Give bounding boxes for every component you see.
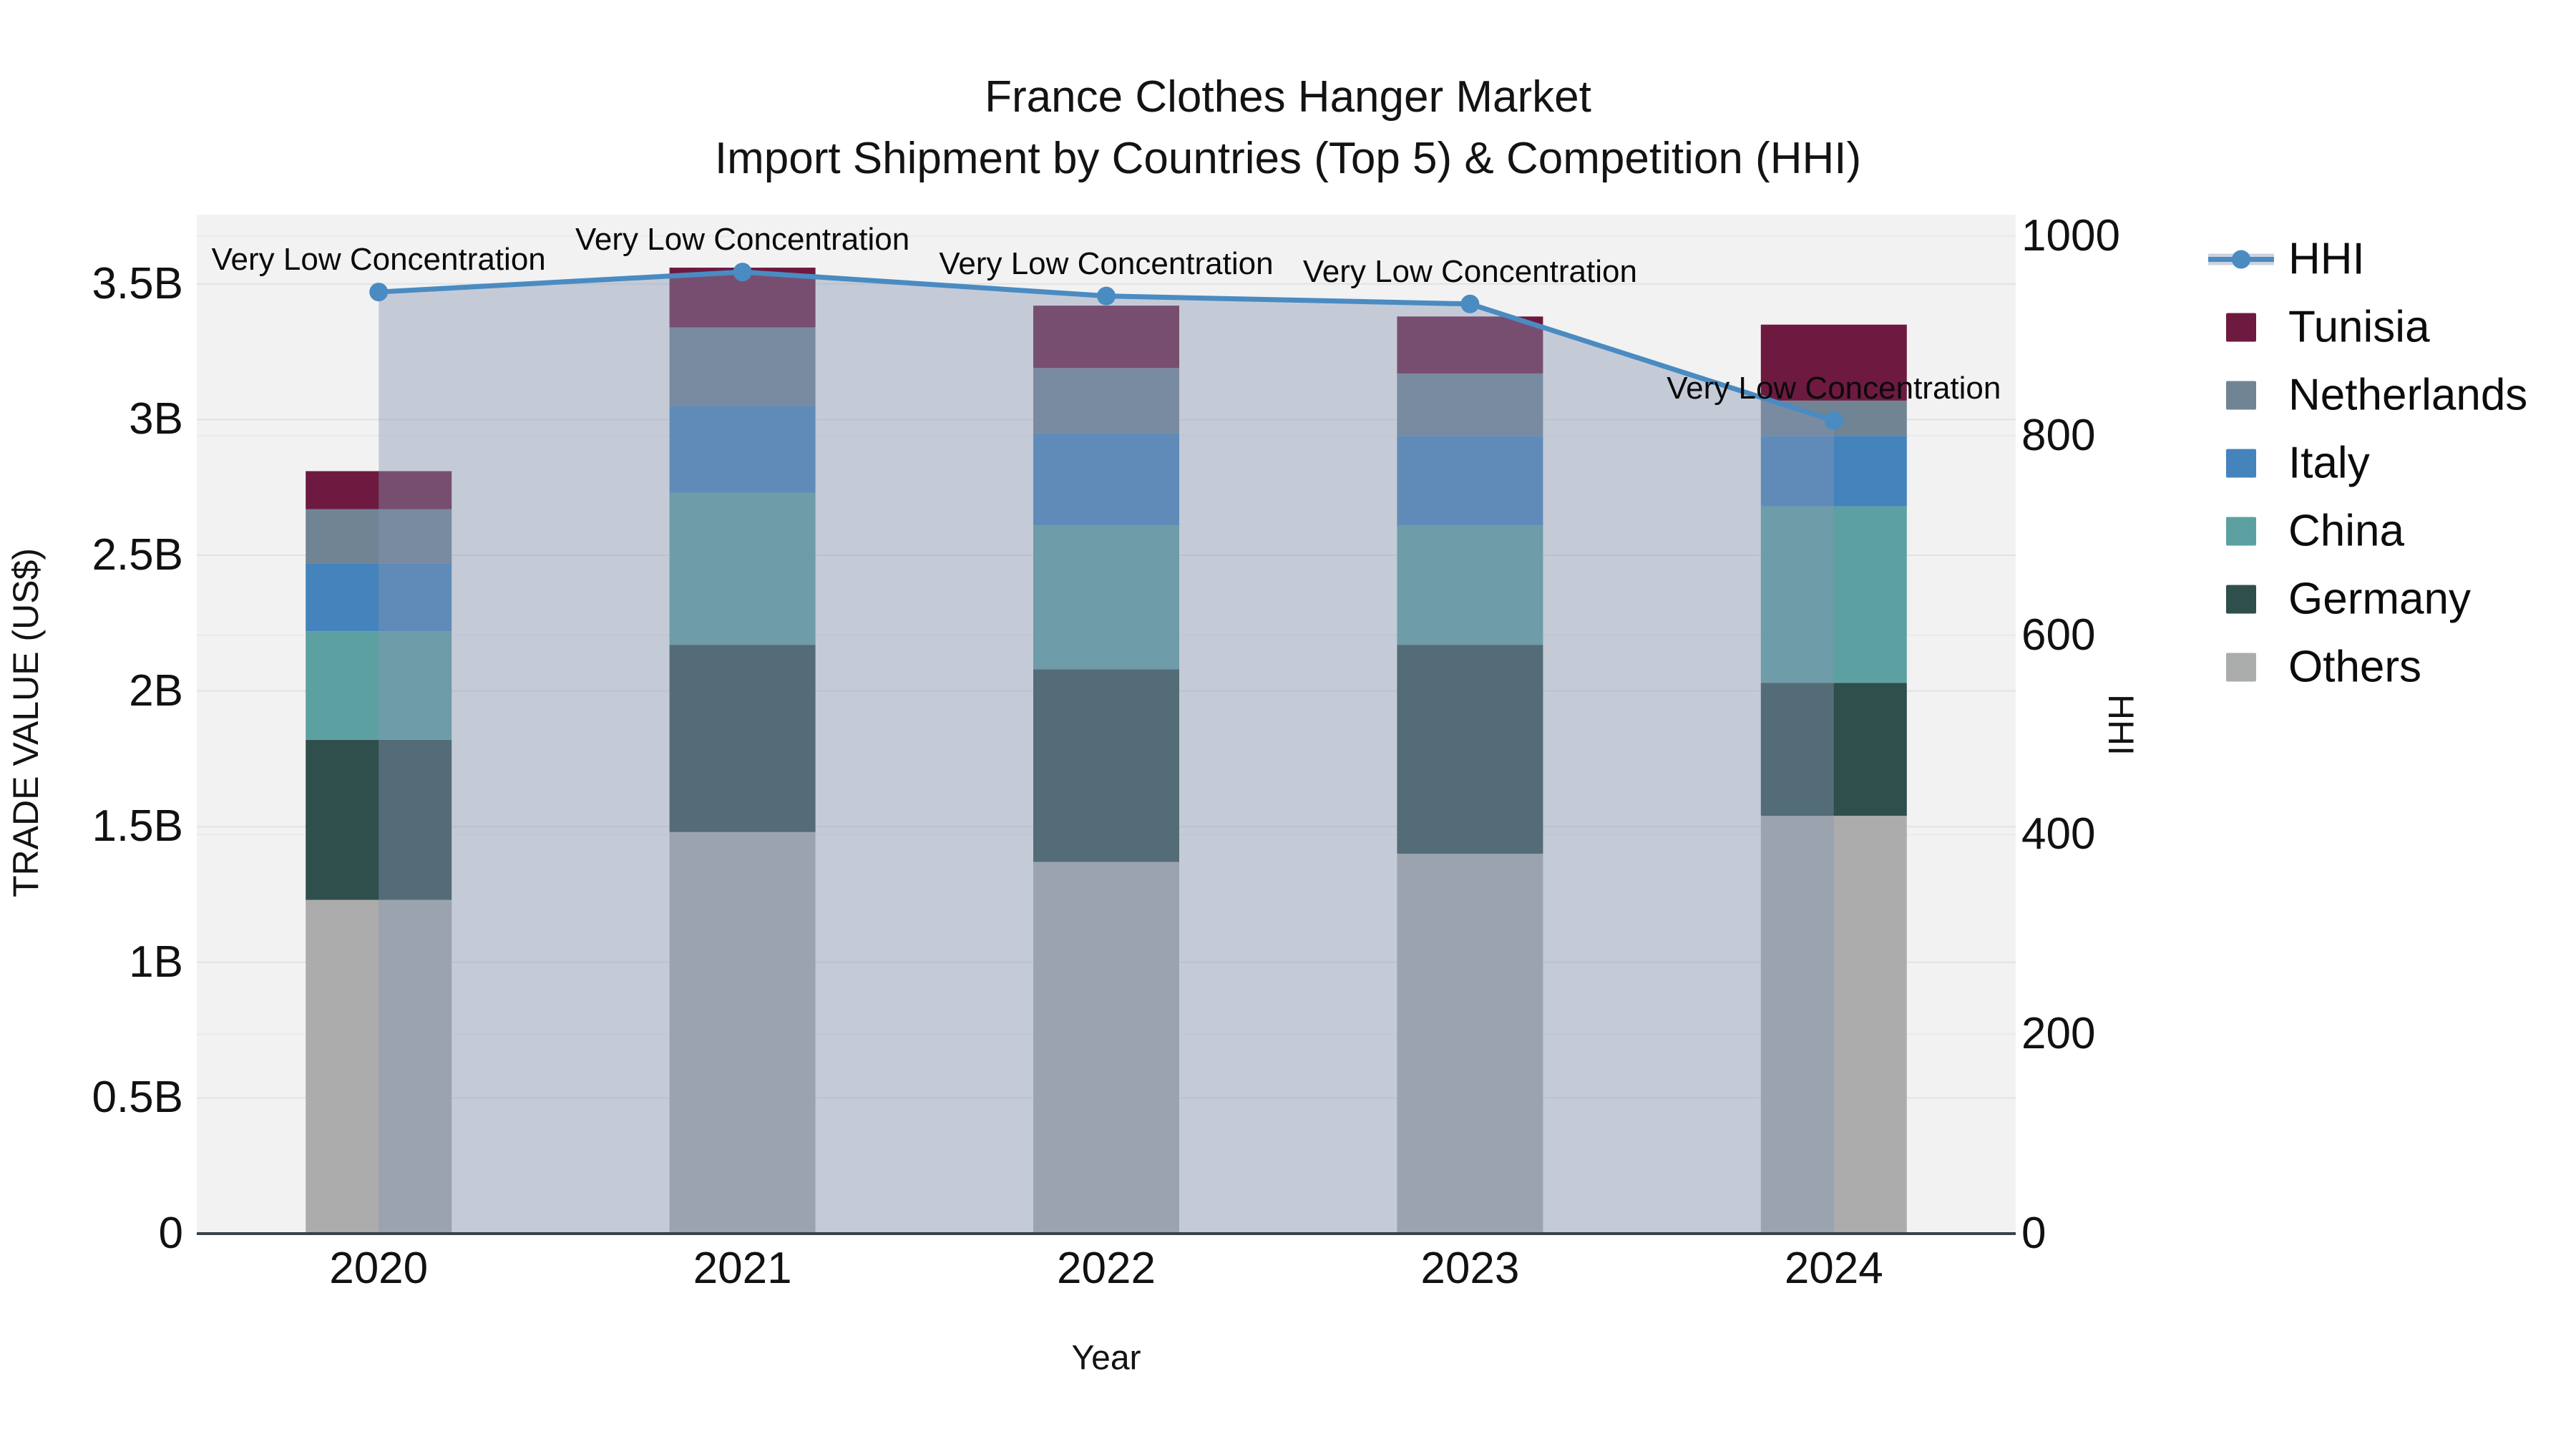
- hhi-marker-2020[interactable]: [369, 283, 389, 302]
- legend-item-others[interactable]: Others: [2208, 642, 2421, 693]
- bar-2021-china[interactable]: [669, 492, 816, 645]
- tunisia-color-swatch: [2226, 313, 2256, 341]
- hhi-marker-2023[interactable]: [1460, 294, 1480, 313]
- germany-color-swatch: [2226, 585, 2256, 613]
- left-axis-tick-3B: 3B: [129, 394, 183, 444]
- bar-2023-others[interactable]: [1397, 854, 1543, 1234]
- bar-2022-tunisia[interactable]: [1033, 306, 1179, 369]
- right-axis-title: HHI: [2101, 693, 2141, 756]
- legend-label-others: Others: [2288, 642, 2422, 692]
- x-axis-title: Year: [1071, 1339, 1141, 1377]
- tunisia-swatch-icon: [2208, 311, 2274, 343]
- legend-label-germany: Germany: [2288, 574, 2471, 624]
- right-axis-tick-0: 0: [2021, 1209, 2046, 1258]
- italy-swatch-icon: [2208, 447, 2274, 479]
- bar-2020-others[interactable]: [306, 899, 452, 1234]
- x-tick-2020: 2020: [329, 1244, 429, 1293]
- bar-2020-netherlands[interactable]: [306, 509, 452, 564]
- x-tick-2022: 2022: [1057, 1244, 1156, 1293]
- hhi-area: [379, 272, 1834, 1234]
- china-swatch-icon: [2208, 515, 2274, 547]
- legend-label-netherlands: Netherlands: [2288, 370, 2528, 420]
- hhi-marker-dot: [2232, 250, 2250, 268]
- bar-2021-italy[interactable]: [669, 406, 816, 493]
- germany-swatch-icon: [2208, 583, 2274, 615]
- china-color-swatch: [2226, 517, 2256, 545]
- left-axis-tick-1B: 1B: [129, 937, 183, 987]
- x-tick-2024: 2024: [1784, 1244, 1883, 1293]
- legend-item-netherlands[interactable]: Netherlands: [2208, 370, 2527, 421]
- legend-label-tunisia: Tunisia: [2288, 302, 2430, 352]
- chart-title-line1: France Clothes Hanger Market: [985, 72, 1591, 122]
- left-axis-tick-1.5B: 1.5B: [92, 801, 183, 852]
- hhi-marker-2021[interactable]: [733, 263, 752, 282]
- others-color-swatch: [2226, 653, 2256, 681]
- legend-item-china[interactable]: China: [2208, 506, 2404, 557]
- right-axis-tick-800: 800: [2021, 410, 2096, 460]
- annotation-2023: Very Low Concentration: [1302, 253, 1637, 289]
- italy-color-swatch: [2226, 449, 2256, 477]
- legend-item-hhi[interactable]: HHI: [2208, 234, 2365, 285]
- bar-2024-others[interactable]: [1760, 816, 1907, 1234]
- annotation-2021: Very Low Concentration: [575, 222, 910, 258]
- bar-2021-germany[interactable]: [669, 645, 816, 832]
- bar-2024-italy[interactable]: [1760, 436, 1907, 507]
- others-swatch-icon: [2208, 651, 2274, 683]
- netherlands-color-swatch: [2226, 381, 2256, 409]
- hhi-marker-2022[interactable]: [1097, 286, 1116, 306]
- left-axis-tick-3.5B: 3.5B: [92, 258, 183, 308]
- annotation-2020: Very Low Concentration: [211, 242, 546, 278]
- bar-2022-others[interactable]: [1033, 862, 1179, 1234]
- netherlands-swatch-icon: [2208, 379, 2274, 411]
- x-tick-2023: 2023: [1420, 1244, 1520, 1293]
- bar-2024-tunisia[interactable]: [1760, 324, 1907, 401]
- bar-2020-germany[interactable]: [306, 739, 452, 900]
- chart-title-line2: Import Shipment by Countries (Top 5) & C…: [714, 134, 1862, 183]
- bar-2022-germany[interactable]: [1033, 669, 1179, 862]
- legend-label-hhi: HHI: [2288, 234, 2365, 284]
- bar-2020-tunisia[interactable]: [306, 471, 452, 509]
- left-axis-tick-0: 0: [158, 1209, 183, 1258]
- hhi-line-marker-icon: [2208, 243, 2274, 275]
- left-axis-tick-2.5B: 2.5B: [92, 530, 183, 580]
- bar-2023-italy[interactable]: [1397, 436, 1543, 526]
- bar-2022-china[interactable]: [1033, 525, 1179, 670]
- right-axis-tick-400: 400: [2021, 809, 2096, 859]
- right-axis-tick-1000: 1000: [2021, 211, 2120, 260]
- legend-label-italy: Italy: [2288, 438, 2370, 488]
- bar-2022-italy[interactable]: [1033, 433, 1179, 526]
- legend-item-tunisia[interactable]: Tunisia: [2208, 302, 2430, 353]
- legend-label-china: China: [2288, 506, 2404, 556]
- bar-2020-italy[interactable]: [306, 563, 452, 632]
- right-axis-tick-200: 200: [2021, 1009, 2096, 1059]
- x-tick-2021: 2021: [693, 1244, 792, 1293]
- legend-item-germany[interactable]: Germany: [2208, 574, 2471, 625]
- annotation-2022: Very Low Concentration: [939, 245, 1274, 281]
- hhi-marker-2024[interactable]: [1824, 411, 1843, 430]
- bar-2023-germany[interactable]: [1397, 645, 1543, 854]
- legend-item-italy[interactable]: Italy: [2208, 438, 2370, 489]
- bar-2021-netherlands[interactable]: [669, 327, 816, 406]
- right-axis-tick-600: 600: [2021, 610, 2096, 660]
- bar-2024-china[interactable]: [1760, 506, 1907, 683]
- bar-2023-netherlands[interactable]: [1397, 373, 1543, 436]
- bar-2024-germany[interactable]: [1760, 683, 1907, 816]
- bar-2020-china[interactable]: [306, 631, 452, 740]
- left-axis-tick-0.5B: 0.5B: [92, 1073, 183, 1123]
- bar-2022-netherlands[interactable]: [1033, 368, 1179, 434]
- left-axis-tick-2B: 2B: [129, 665, 183, 716]
- annotation-2024: Very Low Concentration: [1667, 370, 2001, 406]
- bar-2021-others[interactable]: [669, 831, 816, 1234]
- bar-2023-tunisia[interactable]: [1397, 316, 1543, 374]
- bar-2023-china[interactable]: [1397, 525, 1543, 645]
